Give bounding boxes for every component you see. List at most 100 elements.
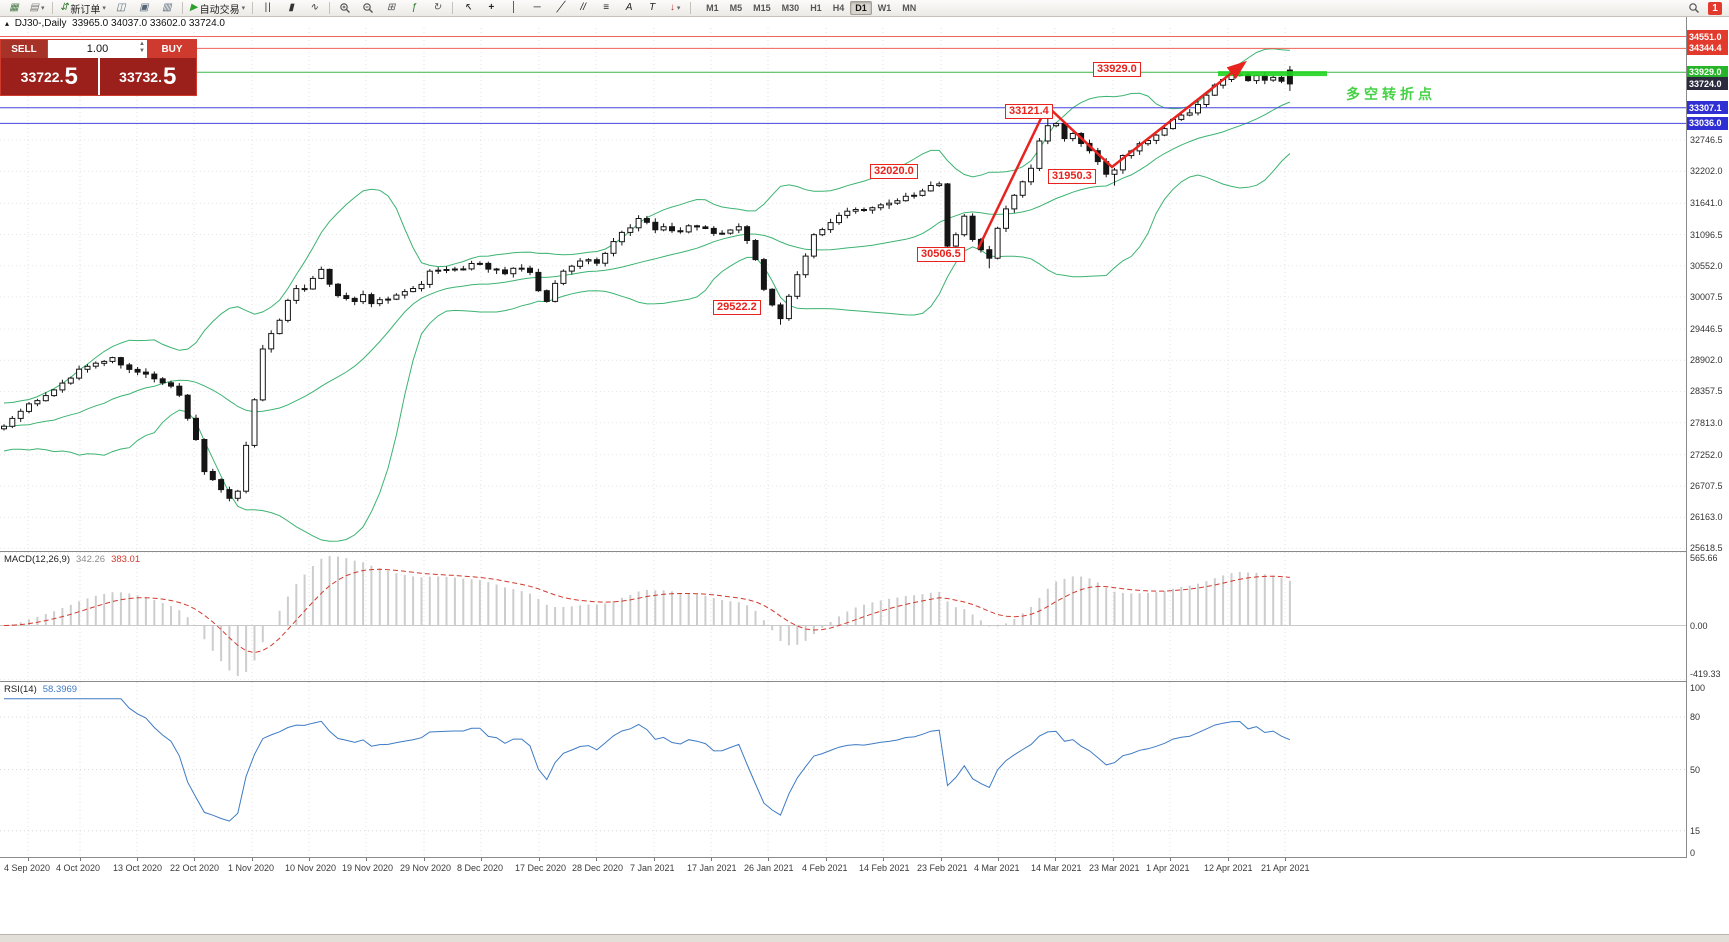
time-axis-tick — [1170, 858, 1171, 861]
chart-symbol-period: DJ30-,Daily — [14, 18, 67, 29]
stepper-up-icon[interactable]: ▲ — [139, 41, 145, 47]
cycles-icon: ↻ — [432, 2, 442, 13]
price-chart-canvas[interactable] — [0, 28, 1686, 551]
fibonacci-tool-button[interactable]: ≡ — [595, 0, 617, 17]
autotrade-label: 自动交易 — [199, 4, 240, 16]
candlestick-icon: ▮ — [288, 2, 294, 13]
arrow-icon: ↓ — [669, 2, 675, 13]
cursor-icon: ↖ — [463, 2, 473, 13]
price-tag: 34551.0 — [1687, 30, 1728, 44]
rsi-name: RSI(14) — [4, 684, 37, 695]
price-annotation[interactable]: 33929.0 — [1093, 62, 1141, 77]
text-tool-button[interactable]: A — [618, 0, 640, 17]
rsi-indicator-canvas[interactable] — [0, 682, 1686, 857]
cursor-tool-button[interactable]: ↖ — [457, 0, 479, 17]
rsi-scale-label: 0 — [1690, 848, 1696, 858]
buy-button[interactable]: BUY — [148, 40, 196, 58]
date-label: 23 Feb 2021 — [917, 863, 968, 873]
time-axis[interactable]: 4 Sep 2020 4 Oct 2020 13 Oct 2020 22 Oct 20… — [0, 858, 1686, 878]
new-order-button[interactable]: ⇵ 新订单 ▾ — [57, 0, 109, 17]
time-axis-tick — [883, 858, 884, 861]
horizontal-line-icon: ─ — [533, 2, 541, 13]
date-label: 4 Feb 2021 — [802, 863, 848, 873]
date-label: 17 Dec 2020 — [515, 863, 567, 873]
macd-scale-label: 0.00 — [1690, 620, 1708, 631]
timeframe-button-m15[interactable]: M15 — [753, 3, 771, 13]
sell-button[interactable]: SELL — [1, 40, 47, 58]
autotrade-play-icon: ▶ — [189, 2, 198, 13]
volume-stepper[interactable]: ▲ ▼ — [139, 41, 145, 55]
navigator-button[interactable]: ▣ — [133, 0, 155, 17]
macd-indicator-canvas[interactable] — [0, 552, 1686, 680]
macd-name: MACD(12,26,9) — [4, 554, 70, 565]
tile-windows-button[interactable]: ⊞ — [380, 0, 402, 17]
timeframe-button-m5[interactable]: M5 — [729, 3, 743, 13]
date-label: 22 Oct 2020 — [170, 863, 220, 873]
chart-title-icon: ▴ — [5, 19, 10, 28]
line-chart-button[interactable]: ∿ — [303, 0, 325, 17]
price-axis[interactable]: 32746.5 32202.0 31641.0 31096.5 30552.0 30007… — [1687, 17, 1729, 858]
candlestick-chart-button[interactable]: ▮ — [280, 0, 302, 17]
arrows-tool-button[interactable]: ↓ ▾ — [664, 0, 686, 17]
macd-label: MACD(12,26,9) 342.26 383.01 — [4, 554, 140, 565]
time-axis-tick — [711, 858, 712, 861]
timeframe-button-h1[interactable]: H1 — [810, 3, 822, 13]
toolbar-separator — [52, 2, 53, 14]
time-axis-tick — [768, 858, 769, 861]
timeframe-button-d1[interactable]: D1 — [850, 1, 872, 15]
volume-value: 1.00 — [86, 43, 109, 55]
terminal-button[interactable]: ▥ — [156, 0, 178, 17]
channel-tool-button[interactable]: // — [572, 0, 594, 17]
crosshair-tool-button[interactable]: + — [480, 0, 502, 17]
vertical-line-tool-button[interactable]: │ — [503, 0, 525, 17]
time-axis-tick — [1055, 858, 1056, 861]
time-axis-tick — [826, 858, 827, 861]
price-annotation[interactable]: 29522.2 — [713, 300, 761, 315]
time-axis-tick — [424, 858, 425, 861]
stepper-down-icon[interactable]: ▼ — [139, 48, 145, 54]
profiles-button[interactable]: ▤ ▾ — [26, 0, 48, 17]
time-axis-tick — [80, 858, 81, 861]
timeframe-button-mn[interactable]: MN — [902, 3, 917, 13]
timeframe-button-h4[interactable]: H4 — [832, 3, 845, 13]
indicators-button[interactable]: ƒ — [403, 0, 425, 17]
horizontal-line-tool-button[interactable]: ─ — [526, 0, 548, 17]
one-click-trading-panel: SELL 1.00 ▲ ▼ BUY 33722. 5 33732. 5 — [0, 39, 197, 96]
zoom-in-button[interactable] — [334, 0, 356, 17]
price-annotation[interactable]: 31950.3 — [1048, 169, 1096, 184]
timeframe-button-w1[interactable]: W1 — [877, 3, 892, 13]
volume-input[interactable]: 1.00 ▲ ▼ — [47, 40, 148, 58]
timeframe-button-m1[interactable]: M1 — [706, 3, 719, 13]
turning-point-note: 多空转折点 — [1346, 86, 1436, 102]
date-label: 1 Apr 2021 — [1146, 863, 1190, 873]
price-tag: 34344.4 — [1687, 41, 1728, 55]
date-label: 21 Apr 2021 — [1261, 863, 1310, 873]
notifications-badge[interactable]: 1 — [1708, 1, 1722, 15]
date-label: 29 Nov 2020 — [400, 863, 452, 873]
chevron-down-icon: ▾ — [102, 5, 106, 12]
macd-signal-value: 383.01 — [111, 554, 141, 565]
panel-splitter[interactable] — [0, 681, 1729, 682]
trendline-tool-button[interactable]: ╱ — [549, 0, 571, 17]
channel-icon: // — [580, 2, 586, 13]
timeframe-button-m30[interactable]: M30 — [781, 3, 800, 13]
buy-price-button[interactable]: 33732. 5 — [99, 58, 196, 95]
market-watch-button[interactable]: ◫ — [110, 0, 132, 17]
panel-splitter[interactable] — [0, 551, 1729, 552]
sell-price-button[interactable]: 33722. 5 — [1, 58, 98, 95]
search-button[interactable] — [1683, 0, 1705, 17]
cycles-button[interactable]: ↻ — [426, 0, 448, 17]
autotrade-button[interactable]: ▶ 自动交易 ▾ — [187, 0, 248, 17]
price-annotation[interactable]: 33121.4 — [1005, 104, 1053, 119]
price-annotation[interactable]: 32020.0 — [870, 164, 918, 179]
price-annotation[interactable]: 30506.5 — [917, 247, 965, 262]
new-chart-button[interactable]: ▦ — [3, 0, 25, 17]
toolbar-separator — [181, 2, 183, 14]
zoom-out-button[interactable] — [357, 0, 379, 17]
price-tick: 32746.5 — [1690, 134, 1723, 145]
date-label: 10 Nov 2020 — [285, 863, 337, 873]
label-tool-button[interactable]: T — [641, 0, 663, 17]
date-label: 1 Nov 2020 — [228, 863, 275, 873]
bar-chart-button[interactable]: || — [257, 0, 279, 17]
